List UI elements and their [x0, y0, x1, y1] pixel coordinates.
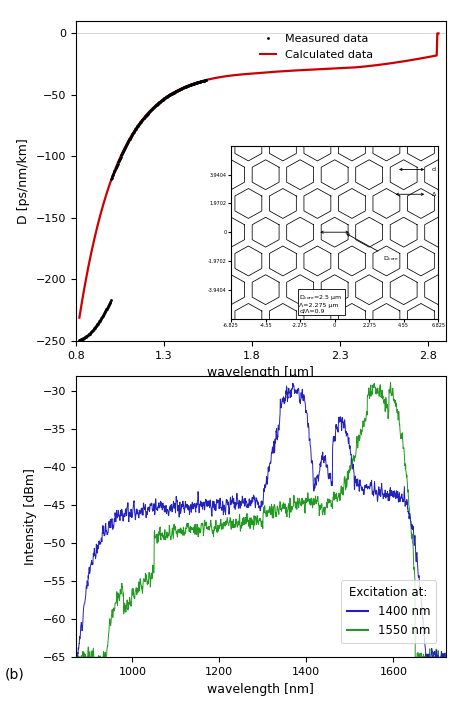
Y-axis label: D [ps/nm/km]: D [ps/nm/km]	[17, 138, 30, 224]
X-axis label: wavelength [nm]: wavelength [nm]	[207, 683, 314, 695]
X-axis label: wavelength [μm]: wavelength [μm]	[207, 366, 314, 379]
Y-axis label: Intensity [dBm]: Intensity [dBm]	[24, 468, 37, 565]
Legend: Measured data, Calculated data: Measured data, Calculated data	[255, 30, 378, 64]
Legend: 1400 nm, 1550 nm: 1400 nm, 1550 nm	[341, 581, 436, 643]
Text: (b): (b)	[5, 667, 25, 681]
